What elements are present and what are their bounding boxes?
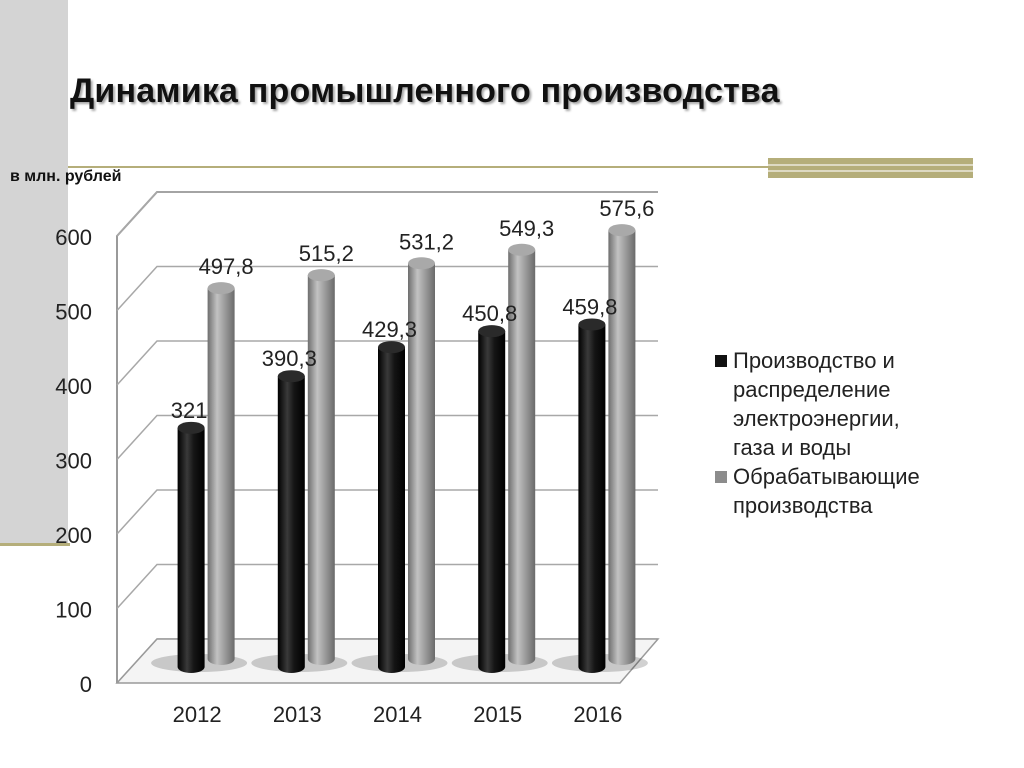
bar-body: [608, 230, 636, 666]
legend-label-line: производства: [733, 493, 873, 518]
bar-series-1: [478, 325, 506, 673]
data-label: 390,3: [262, 346, 317, 371]
bar-series-1: [578, 318, 606, 673]
bar-series-2: [408, 257, 435, 665]
page-title: Динамика промышленного производства: [70, 72, 780, 110]
y-tick-label: 300: [55, 449, 92, 474]
bar-body: [478, 331, 506, 673]
gridline: [116, 191, 658, 237]
bar-top: [277, 370, 305, 383]
y-tick-label: 500: [55, 300, 92, 325]
title-accent-block: [768, 158, 973, 178]
bar-series-2: [508, 243, 536, 666]
y-tick-label: 400: [55, 374, 92, 399]
data-label: 531,2: [399, 229, 454, 254]
bar-series-2: [608, 224, 636, 666]
x-tick-label: 2016: [573, 702, 622, 727]
y-tick-label: 0: [80, 672, 92, 697]
data-label: 515,2: [299, 241, 354, 266]
y-tick-label: 100: [55, 598, 92, 623]
bar-body: [277, 376, 305, 673]
legend-item-series-1: Производство и распределение электроэнер…: [713, 346, 993, 462]
bar-body: [207, 288, 235, 665]
data-label: 429,3: [362, 317, 417, 342]
bar-top: [207, 282, 235, 295]
bar-series-1: [277, 370, 305, 673]
data-label: 549,3: [499, 216, 554, 241]
legend-label-line: распределение: [733, 377, 891, 402]
legend-label-line: газа и воды: [733, 435, 852, 460]
bar-top: [578, 318, 606, 331]
bar-series-1: [378, 341, 405, 673]
legend-swatch-series-1: [715, 355, 727, 367]
unit-label: в млн. рублей: [10, 168, 122, 185]
legend-label-series-1: Производство и распределение электроэнер…: [733, 348, 900, 460]
legend-label-line: Производство и: [733, 348, 895, 373]
bar-series-2: [307, 269, 335, 665]
y-tick-label: 200: [55, 523, 92, 548]
bar-body: [408, 263, 435, 665]
data-label: 321: [171, 398, 208, 423]
legend-item-series-2: Обрабатывающие производства: [713, 462, 993, 520]
bar-body: [177, 427, 205, 673]
title-underline: [68, 166, 973, 168]
bar-series-2: [207, 282, 235, 665]
legend-swatch-series-2: [715, 471, 727, 483]
bar-top: [307, 269, 335, 282]
data-label: 497,8: [199, 254, 254, 279]
data-label: 450,8: [462, 301, 517, 326]
x-tick-label: 2015: [473, 702, 522, 727]
bar-body: [307, 275, 335, 665]
data-label: 459,8: [562, 294, 617, 319]
bar-top: [378, 341, 405, 354]
side-band: [0, 0, 68, 545]
bar-top: [408, 257, 435, 270]
x-tick-label: 2014: [373, 702, 422, 727]
gridline: [116, 265, 658, 312]
x-tick-label: 2013: [273, 702, 322, 727]
bar-top: [508, 243, 536, 256]
x-tick-label: 2012: [173, 702, 222, 727]
bar-body: [508, 249, 536, 666]
chart-legend: Производство и распределение электроэнер…: [713, 346, 993, 520]
y-tick-label: 600: [55, 225, 92, 250]
legend-label-line: Обрабатывающие: [733, 464, 920, 489]
bar-body: [578, 324, 606, 673]
bar-top: [608, 224, 636, 237]
bar-series-1: [177, 421, 205, 673]
bar-body: [378, 347, 405, 673]
bar-top: [478, 325, 506, 338]
bar-top: [177, 421, 205, 434]
legend-label-line: электроэнергии,: [733, 406, 900, 431]
legend-label-series-2: Обрабатывающие производства: [733, 464, 920, 518]
data-label: 575,6: [599, 196, 654, 221]
side-band-accent-line: [0, 543, 70, 546]
